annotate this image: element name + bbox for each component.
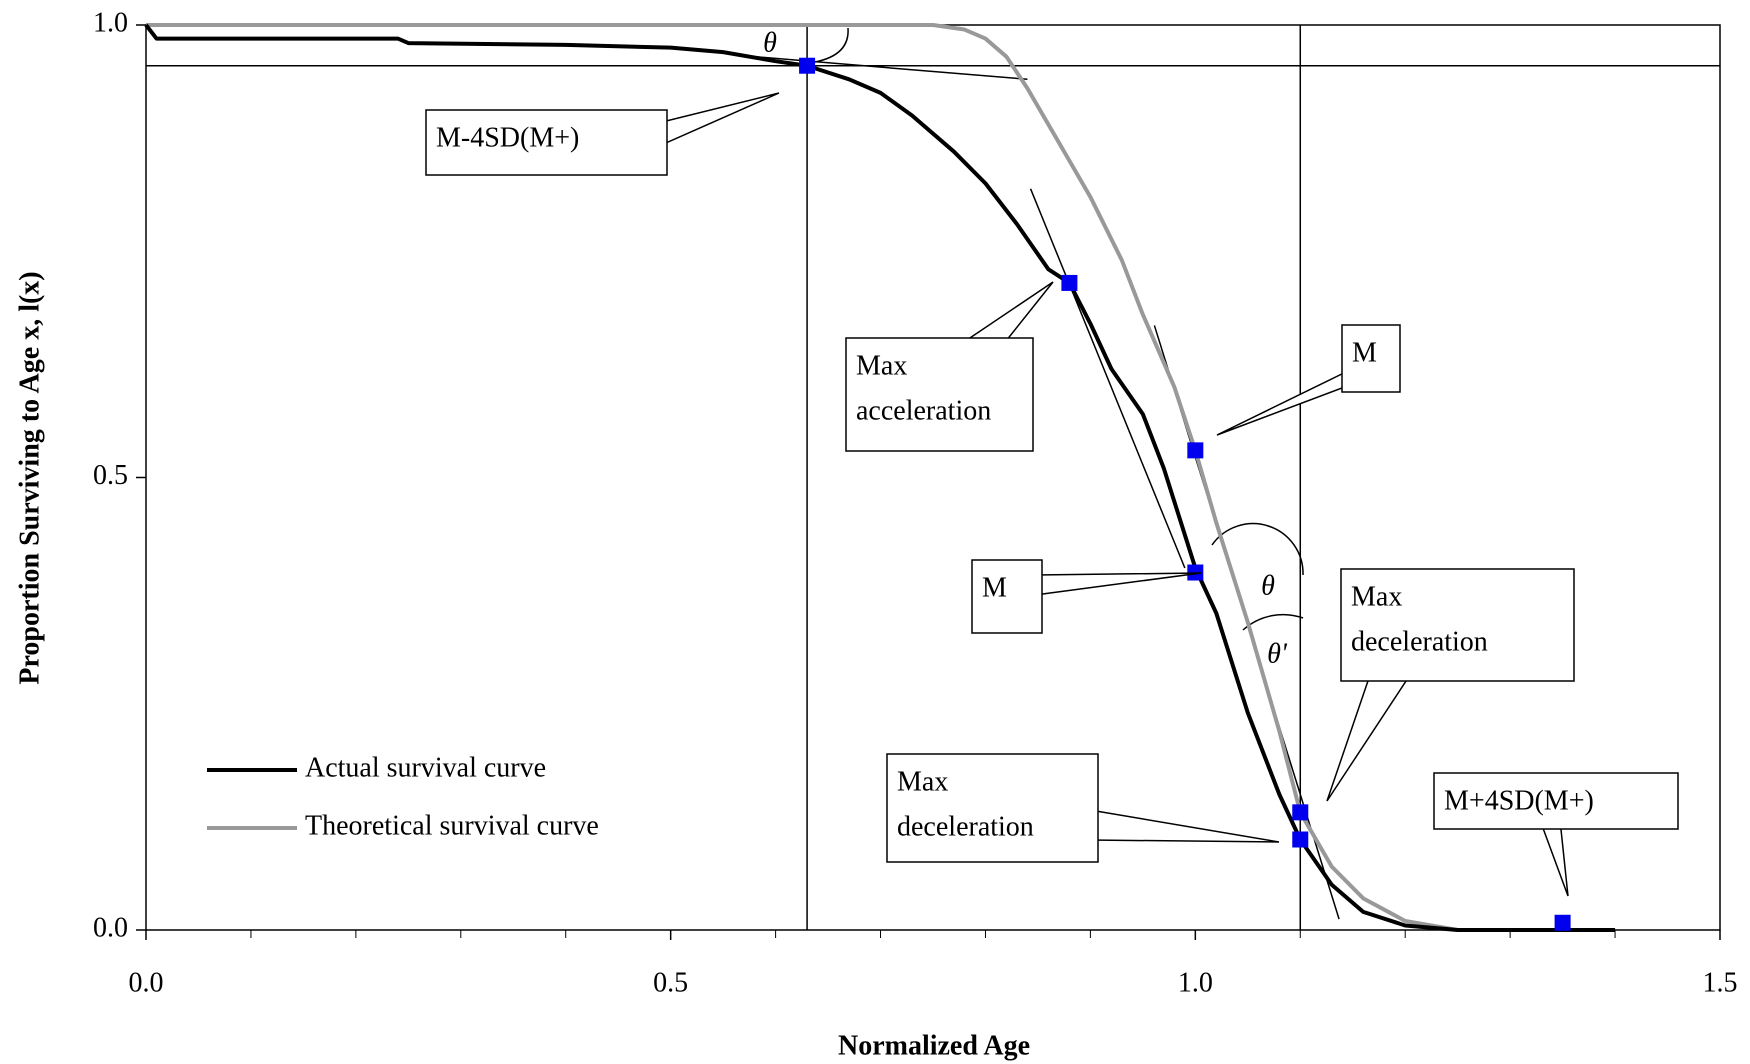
callout-pointer bbox=[649, 92, 780, 152]
callout-box bbox=[1340, 568, 1575, 682]
marker bbox=[1292, 804, 1309, 821]
angle-label: θ bbox=[1261, 570, 1275, 601]
callout-box bbox=[886, 753, 1099, 863]
y-tick-label: 0.0 bbox=[93, 912, 128, 943]
marker bbox=[1061, 274, 1078, 291]
series-line bbox=[144, 23, 1616, 932]
x-tick-label: 0.0 bbox=[129, 967, 164, 998]
callout-text: M bbox=[982, 572, 1007, 603]
x-tick-label: 1.5 bbox=[1703, 967, 1738, 998]
callout-box bbox=[425, 109, 668, 176]
x-tick-label: 0.5 bbox=[653, 967, 688, 998]
callout-text: M-4SD(M+) bbox=[436, 122, 579, 153]
angle-label: θ' bbox=[1267, 638, 1288, 669]
callout-text: Max bbox=[1351, 581, 1402, 612]
callout-pointer bbox=[955, 281, 1054, 347]
y-tick-label: 1.0 bbox=[93, 7, 128, 38]
marker bbox=[1554, 914, 1571, 931]
angle-arc bbox=[814, 27, 849, 63]
series-line bbox=[146, 23, 1616, 932]
callout-pointer bbox=[1326, 674, 1412, 802]
tangent-line bbox=[1029, 188, 1186, 569]
callout-pointer bbox=[1216, 368, 1351, 436]
legend-label: Theoretical survival curve bbox=[305, 810, 599, 841]
callout-text: Max bbox=[856, 350, 907, 381]
callout-text: deceleration bbox=[897, 811, 1034, 842]
callout-box bbox=[971, 559, 1043, 634]
callout-text: deceleration bbox=[1351, 626, 1488, 657]
marker bbox=[1187, 442, 1204, 459]
callout-pointer bbox=[1089, 809, 1280, 843]
y-axis-label: Proportion Surviving to Age x, l(x) bbox=[14, 271, 45, 684]
callout-text: acceleration bbox=[856, 395, 991, 426]
legend-label: Actual survival curve bbox=[305, 752, 546, 783]
callout-box bbox=[1433, 772, 1679, 830]
callout-box bbox=[845, 337, 1034, 452]
angle-arc bbox=[1242, 613, 1304, 631]
y-tick-label: 0.5 bbox=[93, 460, 128, 491]
x-axis-label: Normalized Age bbox=[838, 1030, 1030, 1061]
marker bbox=[1292, 831, 1309, 848]
callout-box bbox=[1341, 324, 1401, 393]
x-tick-label: 1.0 bbox=[1178, 967, 1213, 998]
callout-pointer bbox=[1034, 572, 1202, 596]
marker bbox=[799, 57, 816, 74]
callout-text: M bbox=[1352, 337, 1377, 368]
callout-text: M+4SD(M+) bbox=[1444, 785, 1594, 816]
tangent-line bbox=[754, 55, 1028, 81]
callout-pointer bbox=[1538, 819, 1569, 897]
angle-label: θ bbox=[763, 27, 777, 58]
callout-text: Max bbox=[897, 766, 948, 797]
